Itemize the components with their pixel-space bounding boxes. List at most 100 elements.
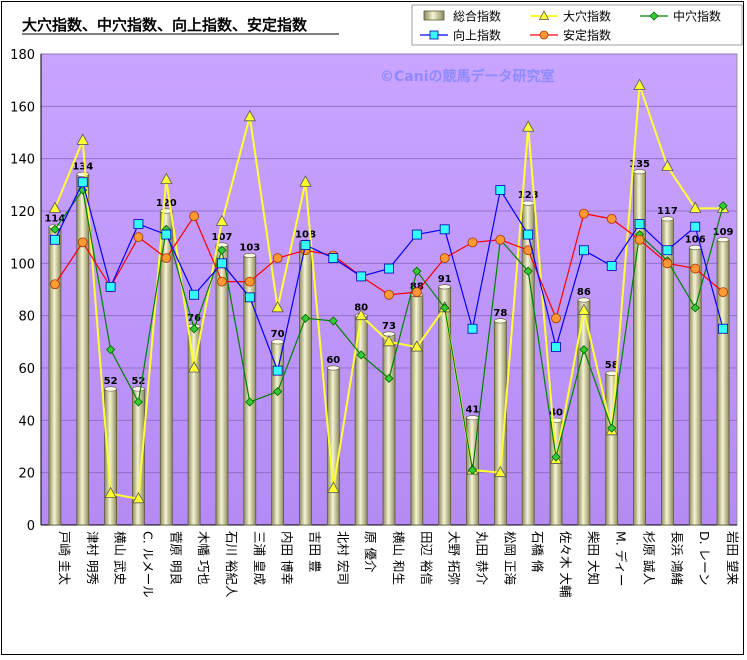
x-tick-label: 松岡 正海 <box>502 531 517 585</box>
bar-value-label: 109 <box>713 227 734 238</box>
bar-value-label: 40 <box>549 407 563 418</box>
bar <box>438 286 452 526</box>
data-point <box>217 276 227 287</box>
data-point <box>77 177 88 188</box>
bar-value-label: 78 <box>493 308 507 319</box>
data-point <box>523 266 533 276</box>
bar <box>299 241 312 526</box>
chart-title-group: 大穴指数、中穴指数、向上指数、安定指数 <box>22 16 339 35</box>
bar <box>215 244 229 526</box>
x-tick-label: 内田 博幸 <box>280 531 295 585</box>
data-point <box>244 276 255 287</box>
data-point <box>662 258 673 269</box>
legend-item: 安定指数 <box>530 28 611 43</box>
bar-value-label: 73 <box>382 321 396 332</box>
data-point <box>384 289 394 300</box>
bar-value-label: 60 <box>326 355 340 366</box>
line-series-3 <box>50 177 728 376</box>
bar <box>716 239 730 526</box>
bar-cap <box>132 386 145 392</box>
x-tick-label: 長浜 鴻緒 <box>669 531 684 585</box>
data-point <box>718 323 728 334</box>
data-point <box>160 172 173 185</box>
data-point <box>189 324 199 334</box>
data-point <box>245 397 255 407</box>
data-point <box>133 219 144 229</box>
bar-cap <box>577 297 591 303</box>
data-point <box>106 345 116 355</box>
data-point <box>440 303 450 313</box>
data-point <box>495 234 506 245</box>
bar-value-label: 41 <box>466 405 480 416</box>
data-point <box>161 253 172 264</box>
data-point <box>384 373 394 384</box>
chart-title: 大穴指数、中穴指数、向上指数、安定指数 <box>22 16 308 34</box>
bar-cap <box>243 252 257 258</box>
bar <box>76 173 90 526</box>
bar-cap <box>521 200 535 206</box>
x-tick-label: 大野 拓弥 <box>447 531 462 585</box>
bar-value-label: 52 <box>104 376 118 387</box>
data-point <box>328 316 338 326</box>
x-tick-label: 津村 明秀 <box>85 531 100 585</box>
data-point <box>607 423 617 433</box>
data-point <box>354 308 368 321</box>
data-point <box>411 287 422 298</box>
legend-swatch <box>423 10 445 21</box>
data-point <box>606 213 617 224</box>
data-point <box>104 486 117 499</box>
data-point <box>356 271 367 282</box>
data-point <box>551 313 561 324</box>
bar-cap <box>661 216 674 222</box>
x-tick-label: 田辺 裕信 <box>419 531 434 585</box>
data-point <box>439 253 450 264</box>
legend-marker <box>539 30 549 40</box>
data-point <box>634 219 645 229</box>
y-axis: 0 20 40 60 80 100 120 140 160 180 <box>10 48 737 534</box>
data-point <box>412 266 422 276</box>
data-point <box>133 397 144 407</box>
data-point <box>217 258 227 269</box>
x-tick-label: D. レーン <box>697 531 712 585</box>
bar-value-label: 107 <box>212 232 233 243</box>
bar <box>410 294 424 526</box>
data-point <box>690 303 700 313</box>
data-point <box>299 175 312 187</box>
bar-value-label: 106 <box>685 235 706 246</box>
bar-series <box>48 169 730 526</box>
watermark: ©Caniの競馬データ研究室 <box>380 68 555 85</box>
x-tick-label: 戸崎 圭太 <box>57 531 72 585</box>
data-point <box>187 361 201 373</box>
bar-cap <box>466 415 479 421</box>
legend-label: 中穴指数 <box>673 9 721 24</box>
data-point <box>551 452 561 462</box>
bar-cap <box>104 386 117 392</box>
bar <box>688 247 702 526</box>
y-tick-label: 120 <box>10 205 35 220</box>
y-tick-label: 160 <box>10 100 35 115</box>
bar-value-label: 135 <box>629 159 650 170</box>
bar-value-label: 58 <box>605 360 619 371</box>
data-point <box>690 221 701 232</box>
x-tick-label: M. ディー <box>614 531 629 586</box>
data-point <box>718 201 728 211</box>
y-tick-label: 40 <box>18 414 35 429</box>
data-point <box>132 492 145 504</box>
data-point <box>634 234 645 245</box>
x-tick-label: 横山 武史 <box>113 531 128 585</box>
bar-cap <box>438 284 451 290</box>
legend-box <box>411 4 743 46</box>
bar-cap <box>688 245 702 251</box>
data-point <box>273 386 283 397</box>
x-tick-label: 横山 和生 <box>391 531 406 585</box>
bar-cap <box>716 237 730 243</box>
data-point <box>50 279 60 290</box>
y-tick-label: 0 <box>27 519 35 534</box>
y-tick-label: 20 <box>18 467 35 482</box>
data-point <box>215 214 229 226</box>
x-tick-label: 石川 裕紀人 <box>224 531 239 598</box>
data-point <box>411 229 422 240</box>
data-point <box>578 245 589 256</box>
